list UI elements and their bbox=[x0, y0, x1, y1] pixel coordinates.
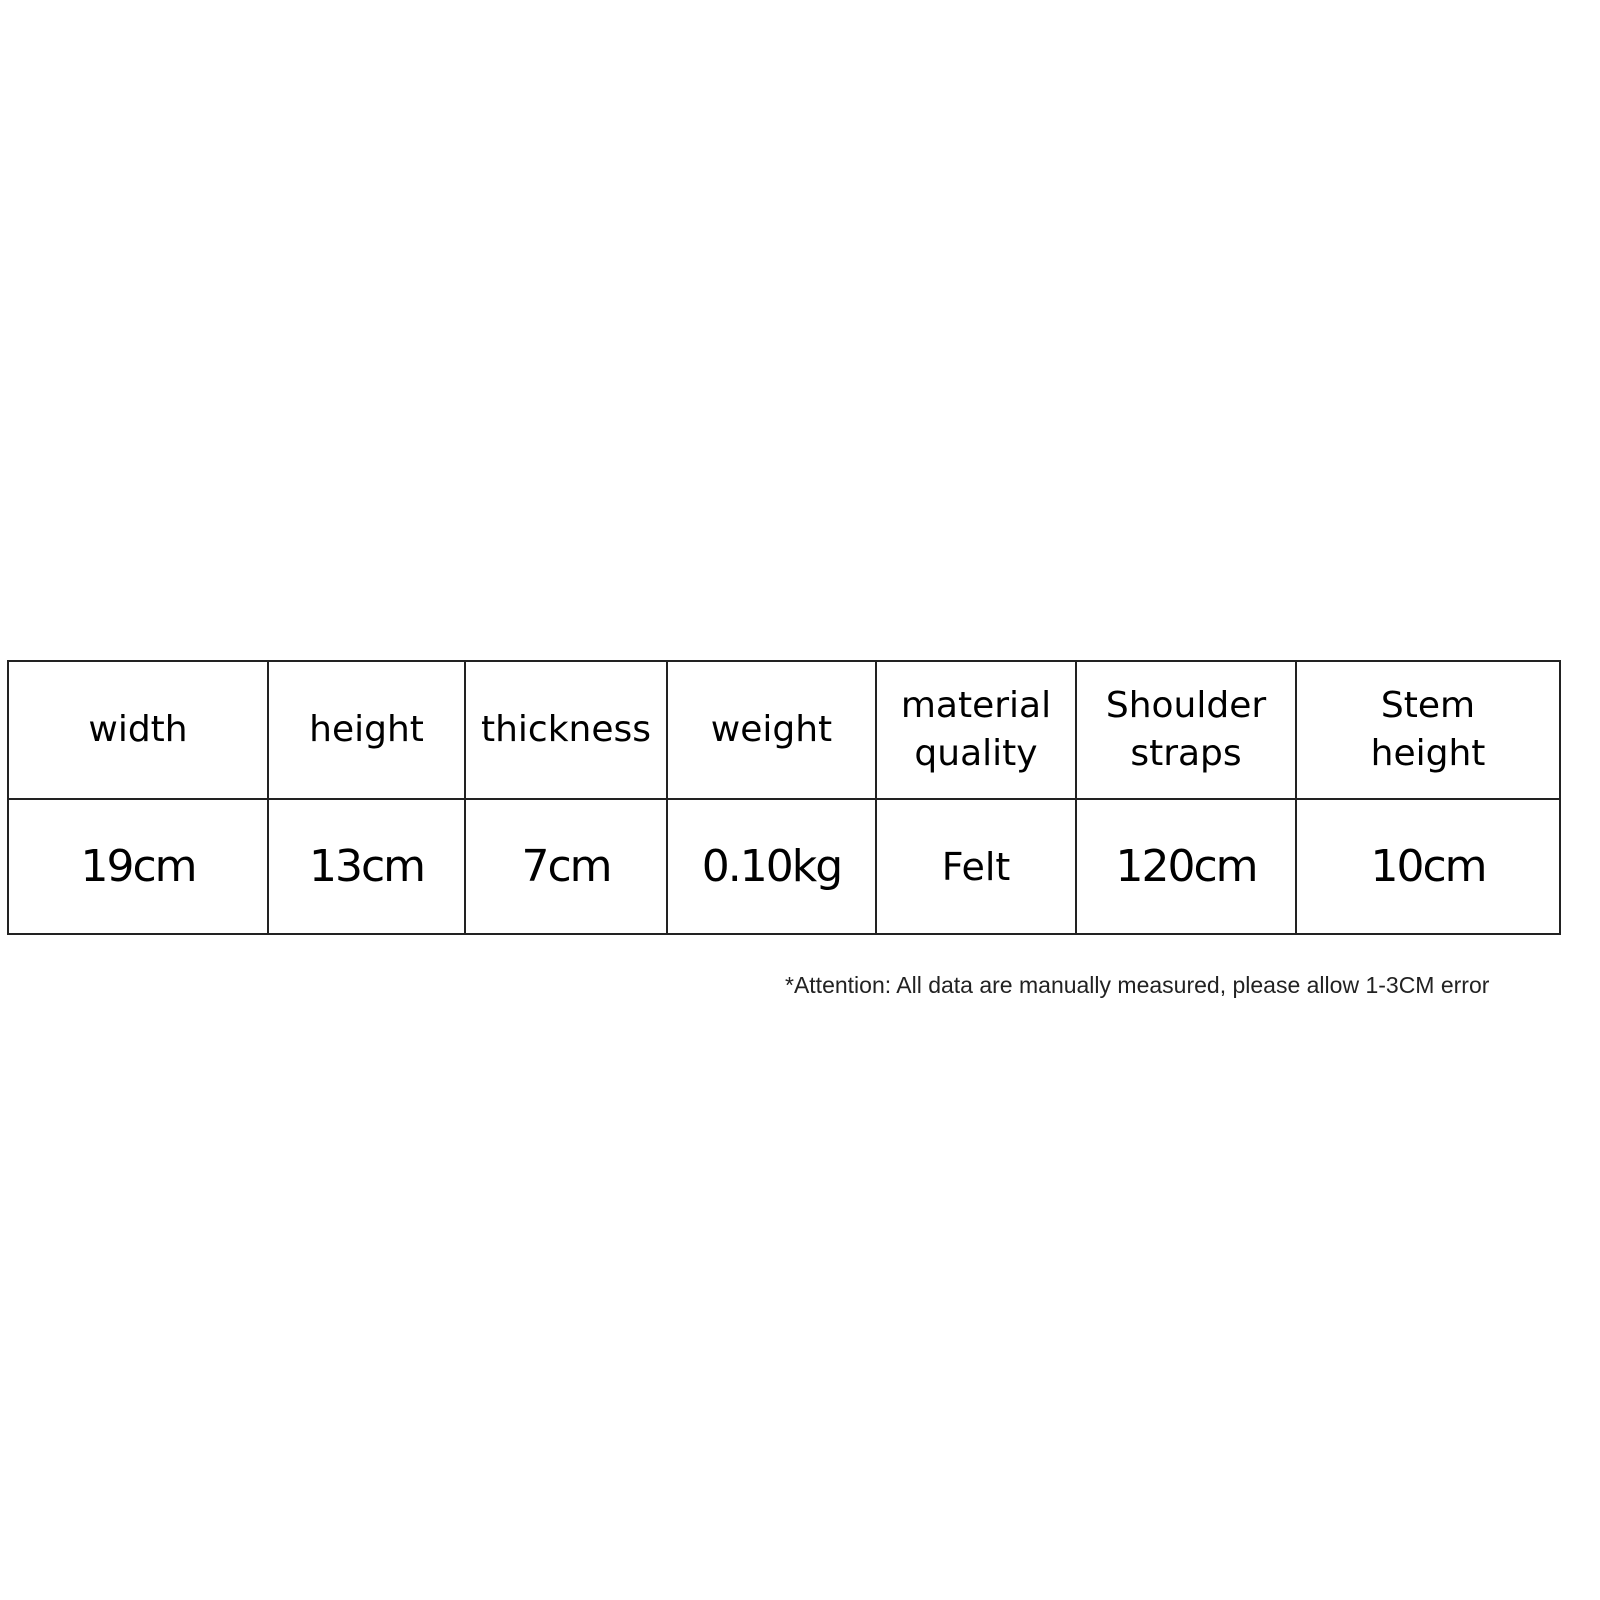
spec-table: width height thickness weight material q… bbox=[7, 660, 1561, 935]
header-cell: weight bbox=[666, 660, 877, 800]
header-cell: width bbox=[7, 660, 269, 800]
value-cell: 19cm bbox=[7, 798, 269, 935]
header-cell: Stem height bbox=[1295, 660, 1561, 800]
header-cell: thickness bbox=[464, 660, 668, 800]
header-row: width height thickness weight material q… bbox=[7, 660, 1561, 800]
value-row: 19cm 13cm 7cm 0.10kg Felt 120cm 10cm bbox=[7, 798, 1561, 935]
value-cell: Felt bbox=[875, 798, 1077, 935]
header-cell: material quality bbox=[875, 660, 1077, 800]
header-cell: Shoulder straps bbox=[1075, 660, 1297, 800]
value-cell: 0.10kg bbox=[666, 798, 877, 935]
measurement-note: *Attention: All data are manually measur… bbox=[785, 972, 1490, 998]
value-cell: 10cm bbox=[1295, 798, 1561, 935]
value-cell: 120cm bbox=[1075, 798, 1297, 935]
value-cell: 13cm bbox=[267, 798, 466, 935]
header-cell: height bbox=[267, 660, 466, 800]
value-cell: 7cm bbox=[464, 798, 668, 935]
